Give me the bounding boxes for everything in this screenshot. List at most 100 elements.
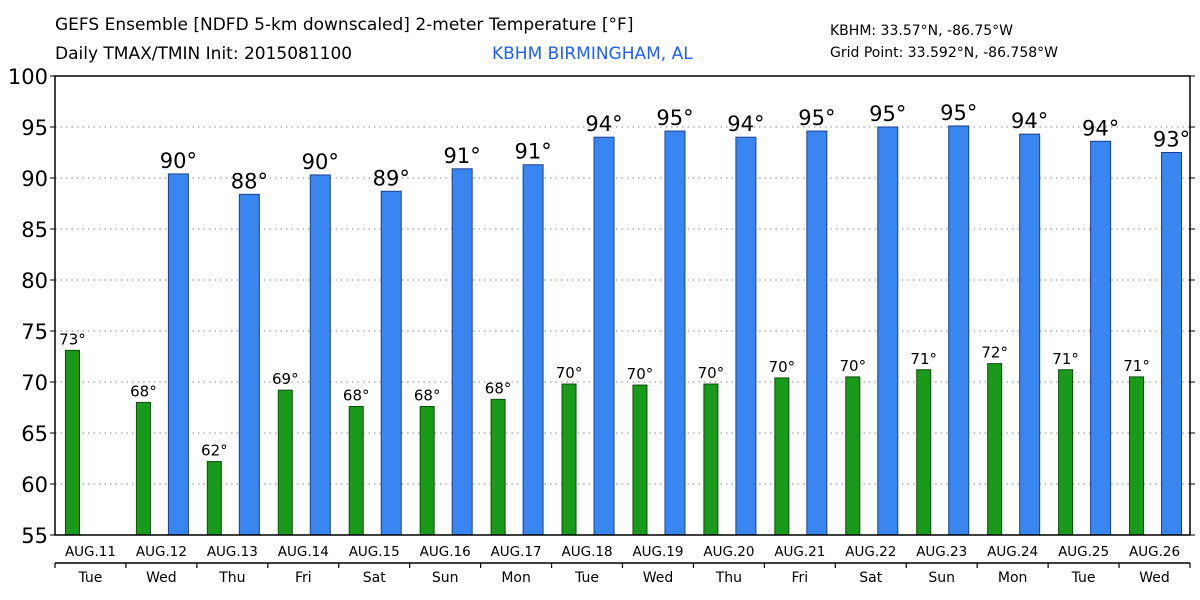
y-tick-label: 65 (21, 422, 48, 446)
tmin-label: 70° (698, 364, 725, 382)
y-tick-label: 55 (21, 524, 48, 548)
x-weekday-label: Sun (432, 570, 459, 586)
tmax-label: 94° (727, 112, 764, 136)
x-date-label: AUG.26 (1129, 544, 1180, 560)
tmin-bar (135, 401, 151, 536)
tmax-label: 91° (514, 140, 551, 164)
x-weekday-label: Mon (998, 570, 1028, 586)
x-weekday-label: Sun (928, 570, 955, 586)
tmax-label: 89° (373, 166, 410, 190)
tmax-bar (806, 130, 828, 536)
y-tick-label: 85 (21, 218, 48, 242)
tmax-bar (664, 130, 686, 536)
station-name: KBHM BIRMINGHAM, AL (492, 44, 693, 64)
tmax-bar (522, 164, 544, 536)
tmax-bar (309, 174, 331, 536)
tmax-bar (1161, 152, 1183, 536)
tmax-label: 95° (798, 106, 835, 130)
x-date-label: AUG.12 (136, 544, 187, 560)
tmin-label: 62° (201, 442, 228, 460)
tmax-label: 91° (444, 144, 481, 168)
tmin-label: 68° (343, 386, 370, 404)
tmax-label: 94° (585, 112, 622, 136)
tmax-label: 90° (302, 150, 339, 174)
tmax-bar (1019, 133, 1041, 536)
tmin-bar (490, 398, 506, 536)
x-date-label: AUG.16 (420, 544, 471, 560)
x-weekday-label: Tue (1071, 570, 1096, 586)
x-date-label: AUG.14 (278, 544, 329, 560)
tmin-label: 70° (627, 365, 654, 383)
grid-point-coords: Grid Point: 33.592°N, -86.758°W (830, 45, 1058, 61)
tmax-label: 94° (1082, 116, 1119, 140)
tmin-bar (561, 383, 577, 536)
x-weekday-label: Sat (859, 570, 882, 586)
x-weekday-label: Fri (792, 570, 809, 586)
tmin-bar (916, 369, 932, 536)
tmin-bar (348, 405, 364, 536)
tmax-bar (238, 193, 260, 536)
tmin-label: 72° (981, 344, 1008, 362)
x-date-label: AUG.20 (703, 544, 754, 560)
x-weekday-label: Wed (643, 570, 674, 586)
x-weekday-label: Sat (363, 570, 386, 586)
tmin-bar (845, 376, 861, 536)
x-date-label: AUG.25 (1058, 544, 1109, 560)
x-weekday-label: Wed (1139, 570, 1170, 586)
tmax-label: 90° (160, 149, 197, 173)
tmax-bar (877, 126, 899, 536)
x-weekday-label: Fri (295, 570, 312, 586)
tmax-label: 95° (940, 101, 977, 125)
tmin-bar (774, 377, 790, 536)
x-date-label: AUG.22 (845, 544, 896, 560)
x-weekday-label: Tue (574, 570, 599, 586)
tmax-label: 94° (1011, 109, 1048, 133)
y-tick-label: 90 (21, 167, 48, 191)
tmin-label: 71° (910, 350, 937, 368)
x-date-label: AUG.11 (65, 544, 116, 560)
tmin-label: 71° (1123, 357, 1150, 375)
tmin-label: 71° (1052, 350, 1079, 368)
tmax-bar (167, 173, 189, 536)
tmin-bar (277, 389, 293, 536)
tmin-label: 69° (272, 370, 299, 388)
tmin-label: 73° (59, 330, 86, 348)
x-date-label: AUG.24 (987, 544, 1038, 560)
tmax-label: 95° (656, 106, 693, 130)
tmin-bar (206, 461, 222, 536)
tmin-label: 70° (556, 364, 583, 382)
tmin-label: 68° (414, 386, 441, 404)
station-coords: KBHM: 33.57°N, -86.75°W (830, 23, 1013, 39)
x-date-label: AUG.21 (774, 544, 825, 560)
tmax-label: 93° (1153, 128, 1190, 152)
tmin-bar (1129, 376, 1145, 536)
y-tick-label: 75 (21, 320, 48, 344)
x-date-label: AUG.18 (562, 544, 613, 560)
plot-frame (54, 75, 1191, 536)
y-tick-label: 95 (21, 116, 48, 140)
tmax-bar (948, 125, 970, 536)
x-date-label: AUG.23 (916, 544, 967, 560)
chart-title-line2: Daily TMAX/TMIN Init: 2015081100 (55, 44, 353, 64)
y-tick-label: 80 (21, 269, 48, 293)
x-weekday-label: Mon (501, 570, 531, 586)
tmin-label: 70° (769, 358, 796, 376)
x-weekday-label: Wed (146, 570, 177, 586)
tmin-bar (632, 384, 648, 536)
tmin-bar (64, 349, 80, 536)
x-weekday-label: Thu (715, 570, 742, 586)
tmax-label: 88° (231, 169, 268, 193)
x-date-label: AUG.17 (491, 544, 542, 560)
tmax-bar (380, 190, 402, 536)
y-tick-label: 70 (21, 371, 48, 395)
tmax-bar (593, 136, 615, 536)
tmax-bar (735, 136, 757, 536)
tmin-bar (419, 405, 435, 536)
tmax-label: 95° (869, 102, 906, 126)
tmin-label: 68° (130, 382, 157, 400)
tmin-label: 70° (839, 357, 866, 375)
tmin-bar (703, 383, 719, 536)
tmin-bar (987, 363, 1003, 536)
tmin-label: 68° (485, 379, 512, 397)
